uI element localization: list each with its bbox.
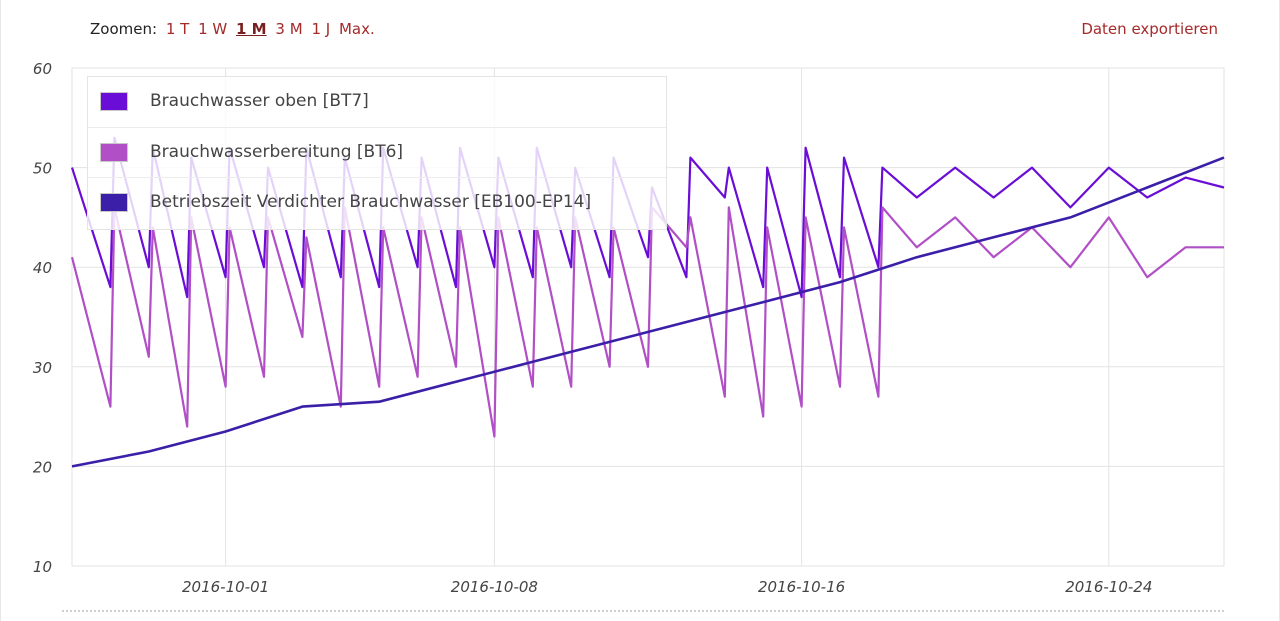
x-tick-label: 2016-10-16 [758,578,845,596]
zoom-3-months[interactable]: 3 M [275,20,303,38]
zoom-1-week[interactable]: 1 W [198,20,228,38]
x-tick-label: 2016-10-01 [182,578,269,596]
x-axis: 2016-10-01 2016-10-08 2016-10-16 2016-10-24 [182,578,1152,596]
y-tick-label: 10 [33,558,52,576]
x-tick-label: 2016-10-08 [451,578,538,596]
zoom-bar: Zoomen: 1 T 1 W 1 M 3 M 1 J Max. [90,20,375,38]
y-tick-label: 20 [33,458,52,476]
legend-swatch-bt6 [100,143,128,162]
legend-label-runtime: Betriebszeit Verdichter Brauchwasser [EB… [150,192,592,212]
y-tick-label: 40 [33,259,52,277]
panel-left-border [0,0,1,621]
zoom-1-day[interactable]: 1 T [165,20,190,38]
legend-swatch-runtime [100,193,128,212]
y-tick-label: 60 [33,60,52,78]
zoom-1-month[interactable]: 1 M [236,20,267,38]
legend-item-bt7[interactable]: Brauchwasser oben [BT7] [88,77,666,127]
legend-item-runtime[interactable]: Betriebszeit Verdichter Brauchwasser [EB… [88,177,666,228]
y-tick-label: 30 [33,359,52,377]
zoom-max[interactable]: Max. [338,20,375,38]
x-tick-label: 2016-10-24 [1065,578,1152,596]
series-line-2 [71,156,1225,468]
y-axis: 10 20 30 40 50 60 [33,60,52,576]
legend-swatch-bt7 [100,92,128,111]
export-data-link[interactable]: Daten exportieren [1081,20,1218,38]
legend-label-bt6: Brauchwasserbereitung [BT6] [150,142,404,162]
y-tick-label: 50 [33,160,52,178]
legend-label-bt7: Brauchwasser oben [BT7] [150,91,369,111]
chart-legend: Brauchwasser oben [BT7] Brauchwasserbere… [87,76,667,230]
zoom-label: Zoomen: [90,20,158,38]
footer-divider [62,610,1224,612]
series-line-1 [70,206,1224,438]
legend-item-bt6[interactable]: Brauchwasserbereitung [BT6] [88,127,666,178]
zoom-1-year[interactable]: 1 J [311,20,331,38]
